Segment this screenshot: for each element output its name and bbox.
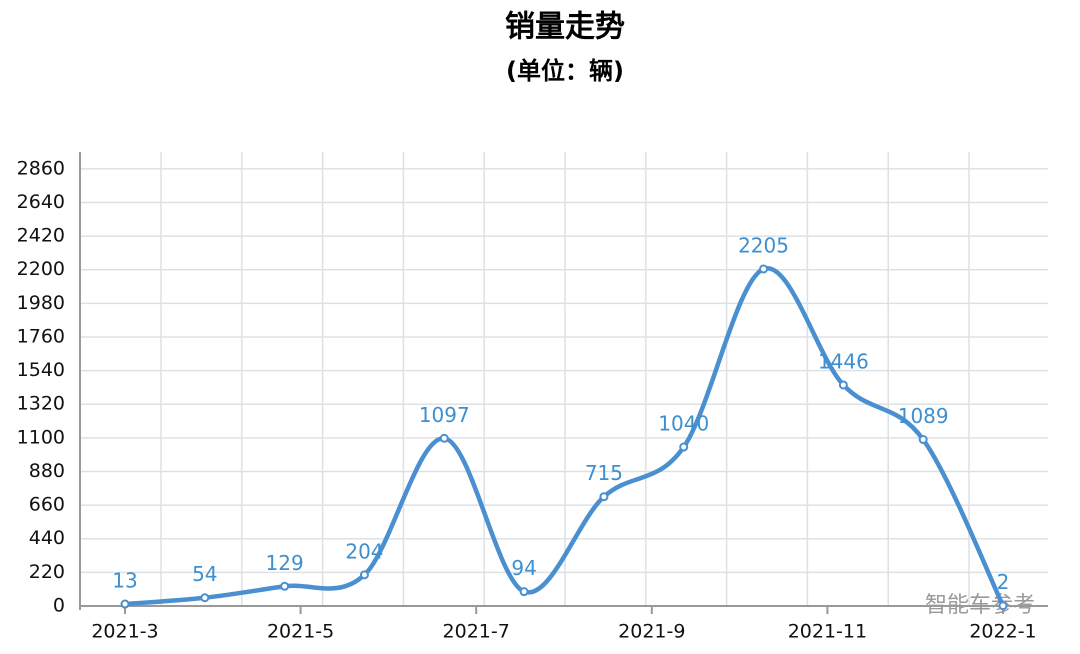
y-tick-label: 440 [29,527,65,549]
value-label: 1089 [898,404,949,428]
point [280,581,290,591]
x-tick-label: 2021-9 [618,621,685,643]
x-tick-label: 2022-1 [969,621,1036,643]
x-tick-label: 2021-11 [788,621,867,643]
y-tick-label: 1980 [17,292,65,314]
point [359,570,369,580]
value-label: 715 [585,461,623,485]
point [120,599,130,609]
point [998,601,1008,611]
value-label: 13 [112,569,137,593]
y-tick-label: 880 [29,460,65,482]
value-label: 54 [192,562,217,586]
point [599,492,609,502]
point [759,264,769,274]
point [838,380,848,390]
y-tick-label: 2420 [17,225,65,247]
point [439,433,449,443]
point [918,435,928,445]
point [200,593,210,603]
y-tick-label: 2200 [17,258,65,280]
y-tick-label: 1100 [17,426,65,448]
y-tick-label: 1540 [17,359,65,381]
y-tick-label: 660 [29,494,65,516]
value-label: 129 [266,551,304,575]
point [679,442,689,452]
chart-title: 销量走势 [505,10,625,45]
y-tick-label: 220 [29,561,65,583]
point [519,587,529,597]
value-label: 1097 [419,403,470,427]
y-tick-label: 2860 [17,157,65,179]
value-label: 94 [511,556,536,580]
chart-subtitle: (单位：辆) [506,57,624,85]
line [124,266,1006,607]
y-tick-label: 2640 [17,191,65,213]
y-tick-label: 0 [53,595,65,617]
y-tick-label: 1760 [17,325,65,347]
x-tick-label: 2021-3 [91,621,158,643]
x-tick-label: 2021-7 [443,621,510,643]
value-label: 1040 [658,412,709,436]
value-label: 2 [997,570,1010,594]
y-tick-label: 1320 [17,393,65,415]
x-tick-label: 2021-5 [267,621,334,643]
value-label: 2205 [738,233,789,257]
value-label: 1446 [818,349,869,373]
value-label: 204 [345,539,383,563]
